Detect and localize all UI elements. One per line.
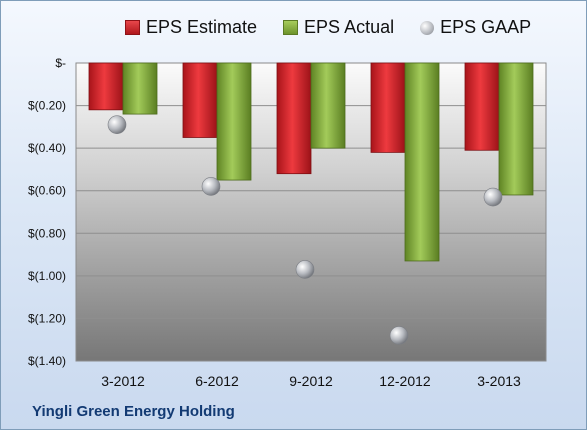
y-tick-label: $(0.60) <box>28 184 66 198</box>
point-eps-gaap <box>483 187 503 207</box>
x-tick-label: 3-2013 <box>477 373 521 389</box>
y-tick-label: $(1.00) <box>28 269 66 283</box>
y-tick-label: $(1.20) <box>28 311 66 325</box>
bar-eps-estimate <box>276 62 312 175</box>
legend-swatch-actual <box>283 20 299 35</box>
y-tick-label: $(1.40) <box>28 354 66 368</box>
bar-eps-estimate <box>370 62 406 153</box>
legend-item-actual: EPS Actual <box>283 17 394 38</box>
bar-eps-actual <box>122 62 158 115</box>
x-tick-label: 6-2012 <box>195 373 239 389</box>
bar-eps-estimate <box>182 62 218 138</box>
bars <box>88 62 534 262</box>
gaap-points <box>107 115 503 345</box>
point-eps-gaap <box>389 326 409 345</box>
legend-item-estimate: EPS Estimate <box>125 17 257 38</box>
point-eps-gaap <box>201 177 221 196</box>
y-tick-label: $(0.80) <box>28 226 66 240</box>
legend-swatch-estimate <box>125 20 140 35</box>
bar-eps-actual <box>404 62 440 262</box>
bar-eps-actual <box>216 62 252 181</box>
legend-label-estimate: EPS Estimate <box>146 17 258 37</box>
point-eps-gaap <box>107 115 127 135</box>
x-axis-ticks: 3-2012 6-2012 9-2012 12-2012 3-2013 <box>101 373 521 389</box>
legend-swatch-gaap <box>420 20 435 35</box>
y-tick-label: $(0.40) <box>28 141 66 155</box>
x-tick-label: 12-2012 <box>379 373 431 389</box>
legend-label-actual: EPS Actual <box>304 17 395 37</box>
legend: EPS Estimate EPS Actual EPS GAAP <box>125 17 531 38</box>
y-axis-ticks: $- $(0.20) $(0.40) $(0.60) $(0.80) $(1.00) $(1… <box>28 56 66 368</box>
company-name: Yingli Green Energy Holding <box>32 403 235 420</box>
y-tick-label: $(0.20) <box>28 99 66 113</box>
bar-eps-actual <box>498 62 534 196</box>
bar-eps-estimate <box>88 62 124 111</box>
point-eps-gaap <box>295 260 315 279</box>
legend-item-gaap: EPS GAAP <box>420 17 531 38</box>
bar-eps-estimate <box>464 62 500 151</box>
x-tick-label: 3-2012 <box>101 373 145 389</box>
bar-eps-actual <box>310 62 346 149</box>
y-tick-label: $- <box>55 56 66 70</box>
legend-label-gaap: EPS GAAP <box>440 17 532 37</box>
x-tick-label: 9-2012 <box>289 373 333 389</box>
